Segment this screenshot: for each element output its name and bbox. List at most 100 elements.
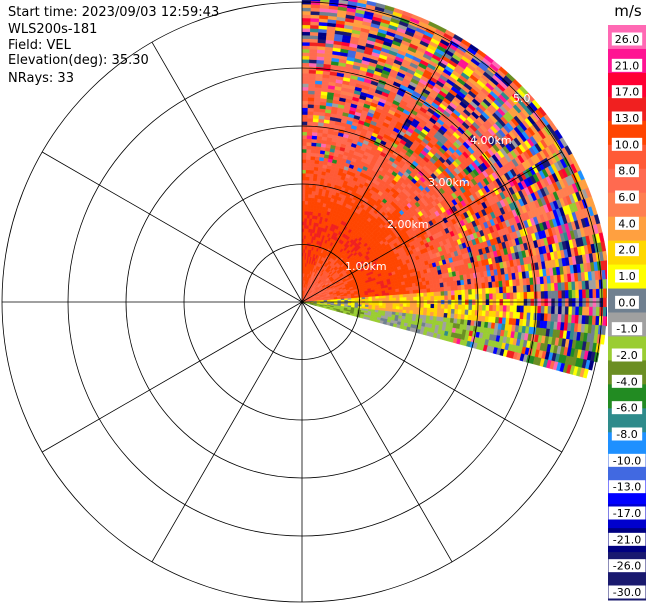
velocity-gate — [412, 286, 417, 291]
velocity-gate — [523, 312, 528, 320]
velocity-gate — [312, 125, 319, 130]
velocity-gate — [305, 166, 311, 171]
velocity-gate — [301, 162, 307, 167]
velocity-gate — [304, 214, 308, 219]
velocity-gate — [312, 118, 320, 123]
velocity-gate — [301, 41, 311, 46]
velocity-gate — [523, 305, 528, 314]
velocity-gate — [423, 296, 428, 301]
velocity-gate — [306, 135, 313, 140]
velocity-gate — [309, 48, 318, 54]
velocity-gate — [375, 298, 380, 302]
velocity-gate — [308, 79, 316, 85]
velocity-gate — [399, 303, 404, 308]
velocity-gate — [505, 286, 511, 294]
velocity-gate — [385, 292, 390, 296]
velocity-gate — [502, 286, 507, 294]
velocity-gate — [582, 298, 587, 308]
velocity-gate — [519, 285, 524, 293]
velocity-gate — [478, 288, 483, 295]
velocity-gate — [513, 305, 518, 313]
velocity-gate — [526, 312, 531, 321]
velocity-gate — [301, 145, 307, 150]
velocity-gate — [301, 166, 307, 171]
velocity-gate — [440, 304, 445, 310]
velocity-gate — [309, 52, 318, 57]
velocity-gate — [419, 311, 424, 316]
velocity-gate — [301, 10, 312, 15]
velocity-gate — [509, 286, 514, 294]
velocity-gate — [301, 172, 307, 177]
velocity-gate — [489, 293, 494, 300]
velocity-gate — [402, 287, 407, 292]
velocity-gate — [307, 107, 315, 112]
velocity-gate — [412, 289, 417, 294]
velocity-gate — [433, 287, 438, 293]
velocity-gate — [599, 297, 604, 308]
velocity-gate — [520, 292, 525, 300]
velocity-gate — [406, 303, 411, 308]
velocity-gate — [412, 307, 418, 312]
velocity-gate — [544, 291, 549, 300]
velocity-gate — [314, 163, 320, 168]
velocity-gate — [457, 285, 462, 291]
velocity-gate — [520, 305, 525, 313]
velocity-gate — [392, 306, 397, 310]
velocity-gate — [409, 293, 414, 298]
velocity-gate — [468, 289, 473, 295]
velocity-gate — [540, 283, 545, 292]
velocity-gate — [306, 142, 312, 147]
velocity-gate — [375, 303, 380, 306]
velocity-gate — [364, 298, 369, 302]
velocity-gate — [516, 298, 521, 307]
velocity-gate — [585, 289, 590, 299]
velocity-gate — [409, 306, 414, 311]
velocity-gate — [305, 162, 311, 167]
velocity-gate — [301, 155, 307, 160]
velocity-gate — [395, 294, 400, 299]
velocity-gate — [371, 296, 376, 300]
velocity-gate — [308, 69, 317, 74]
velocity-gate — [512, 285, 518, 293]
velocity-gate — [304, 204, 309, 209]
velocity-gate — [440, 295, 445, 301]
velocity-gate — [420, 296, 425, 301]
velocity-gate — [301, 69, 310, 74]
velocity-gate — [526, 291, 532, 300]
velocity-gate — [309, 35, 319, 40]
velocity-gate — [310, 149, 317, 154]
velocity-gate — [468, 294, 473, 301]
velocity-gate — [495, 311, 500, 318]
velocity-gate — [554, 290, 559, 299]
velocity-gate — [516, 312, 521, 320]
velocity-gate — [430, 291, 435, 297]
velocity-gate — [561, 306, 566, 315]
velocity-gate — [540, 298, 545, 307]
velocity-gate — [502, 292, 507, 300]
velocity-gate — [461, 309, 466, 316]
velocity-gate — [301, 193, 306, 198]
velocity-gate — [565, 298, 569, 307]
velocity-gate — [457, 309, 462, 315]
velocity-gate — [488, 310, 493, 318]
velocity-gate — [447, 308, 452, 314]
velocity-gate — [544, 298, 549, 307]
velocity-gate — [454, 304, 459, 310]
velocity-gate — [492, 287, 497, 294]
velocity-gate — [443, 286, 448, 292]
velocity-gate — [436, 287, 441, 293]
velocity-gate — [471, 294, 476, 300]
velocity-gate — [485, 287, 490, 295]
velocity-gate — [308, 62, 317, 67]
velocity-gate — [311, 190, 316, 195]
velocity-gate — [382, 303, 387, 307]
velocity-gate — [388, 292, 393, 296]
velocity-gate — [489, 305, 494, 312]
velocity-gate — [301, 200, 306, 205]
velocity-gate — [310, 21, 320, 26]
velocity-gate — [310, 0, 321, 2]
velocity-gate — [592, 297, 597, 308]
velocity-gate — [309, 180, 314, 185]
velocity-gate — [458, 304, 463, 310]
velocity-gate — [419, 292, 424, 298]
